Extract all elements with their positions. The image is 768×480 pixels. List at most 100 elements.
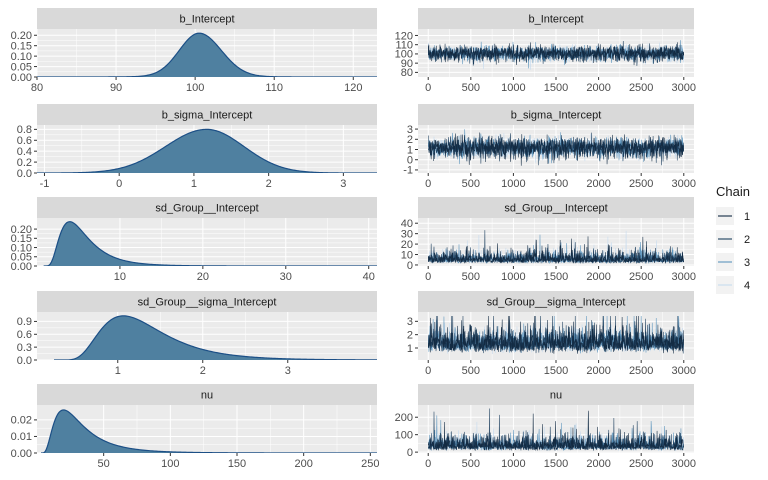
y-tick-label: 0.0: [17, 355, 32, 367]
x-tick-label: 0: [425, 178, 431, 190]
panel-density-b-sigma-intercept: b_sigma_Intercept -1 0 1 2 3 0.00.20.40.60.8: [17, 104, 377, 190]
density-area: [37, 33, 377, 77]
y-tick-label: 120: [395, 30, 413, 42]
x-tick-label: 1: [191, 178, 197, 190]
density-area: [54, 315, 377, 360]
x-tick-label: 150: [228, 458, 246, 470]
x-tick-label: 2000: [586, 178, 610, 190]
y-tick-label: 0.02: [11, 415, 32, 427]
x-tick-label: 2: [266, 178, 272, 190]
strip-title: sd_Group__sigma_Intercept: [487, 297, 626, 309]
x-tick-label: 3000: [672, 271, 696, 283]
y-tick-label: 0.05: [11, 252, 32, 264]
x-tick-label: 2: [200, 365, 206, 377]
x-tick-label: 500: [462, 458, 480, 470]
x-tick-label: 2500: [629, 271, 653, 283]
y-tick-label: 0.00: [11, 448, 32, 460]
strip-title: nu: [201, 390, 213, 402]
x-tick-label: 20: [197, 271, 209, 283]
strip: [37, 197, 377, 218]
strip-title: b_sigma_Intercept: [162, 110, 253, 122]
strip-title: b_Intercept: [179, 14, 234, 26]
x-tick-label: 2000: [586, 365, 610, 377]
y-tick-label: 100: [395, 429, 413, 441]
panel-trace-sd-group-intercept: sd_Group__Intercept 0 500 1000 1500 2000 2500 3…: [401, 197, 696, 283]
x-tick-label: 2500: [629, 82, 653, 94]
x-tick-label: 1000: [501, 271, 525, 283]
x-tick-label: 2500: [629, 178, 653, 190]
x-tick-label: 0: [425, 458, 431, 470]
legend-label: 2: [744, 234, 750, 246]
panel-density-nu: nu 50 100 150 200 250 0.00 0.01 0.02: [11, 384, 380, 470]
x-tick-label: 2000: [586, 82, 610, 94]
y-tick-label: 0.00: [11, 261, 32, 273]
legend: Chain 1 2 3 4: [716, 184, 750, 294]
panel-density-sd-group-sigma-intercept: sd_Group__sigma_Intercept 1 2 3 0.00.30.60.9: [17, 291, 377, 377]
legend-label: 3: [744, 257, 750, 269]
strip-title: sd_Group__Intercept: [155, 203, 258, 215]
x-tick-label: 1500: [544, 82, 568, 94]
strip-title: sd_Group__sigma_Intercept: [138, 297, 277, 309]
y-tick-label: 0.6: [17, 135, 32, 147]
y-tick-label: 0.20: [11, 224, 32, 236]
y-tick-label: 80: [401, 67, 413, 79]
legend-title: Chain: [716, 184, 750, 199]
x-tick-label: 0: [425, 365, 431, 377]
y-tick-label: 0.20: [11, 30, 32, 42]
y-tick-label: 0.2: [17, 157, 32, 169]
y-tick-label: 0.8: [17, 124, 32, 136]
trace-chain-1: [428, 236, 685, 264]
density-area: [37, 129, 377, 173]
strip: [418, 197, 694, 218]
x-tick-label: 40: [363, 271, 375, 283]
panel-trace-sd-group-sigma-intercept: sd_Group__sigma_Intercept 0 500 1000 1500 200…: [407, 291, 696, 377]
y-tick-label: 0.6: [17, 329, 32, 341]
strip-title: nu: [550, 390, 562, 402]
y-tick-label: 3: [407, 316, 413, 328]
trace-chain-2: [428, 132, 685, 166]
x-tick-label: 3: [285, 365, 291, 377]
x-tick-label: 50: [98, 458, 110, 470]
x-tick-label: 1000: [501, 365, 525, 377]
y-tick-label: 40: [401, 218, 413, 230]
y-tick-label: 100: [395, 49, 413, 61]
x-tick-label: 500: [462, 178, 480, 190]
strip: [418, 8, 694, 29]
x-tick-label: 250: [361, 458, 379, 470]
strip-title: b_sigma_Intercept: [511, 110, 602, 122]
y-tick-label: 0.05: [11, 61, 32, 73]
y-tick-label: 0.4: [17, 146, 32, 158]
y-tick-label: 10: [401, 249, 413, 261]
x-tick-label: 3000: [672, 365, 696, 377]
x-tick-label: 90: [110, 82, 122, 94]
trace-chain-1: [428, 315, 685, 354]
x-tick-label: 1500: [544, 271, 568, 283]
y-tick-label: 0.10: [11, 242, 32, 254]
strip-title: b_Intercept: [528, 14, 583, 26]
x-tick-label: 2000: [586, 271, 610, 283]
x-tick-label: 0: [425, 271, 431, 283]
density-curve: [41, 409, 377, 453]
x-tick-label: 1000: [501, 82, 525, 94]
x-tick-label: 0: [116, 178, 122, 190]
y-tick-label: 0.00: [11, 72, 32, 84]
x-tick-label: -1: [40, 178, 50, 190]
panel-trace-b-sigma-intercept: b_sigma_Intercept 0 500 1000 1500 2000 2500 300…: [403, 104, 696, 190]
trace-chain-1: [428, 42, 685, 66]
x-tick-label: 200: [294, 458, 312, 470]
panel-density-b-intercept: b_Intercept 80 90 100 110 120 0.000.050.100.15…: [11, 8, 377, 94]
y-tick-label: 110: [395, 39, 413, 51]
y-tick-label: 20: [401, 239, 413, 251]
y-tick-label: 0.01: [11, 431, 32, 443]
x-tick-label: 3000: [672, 458, 696, 470]
x-tick-label: 1500: [544, 365, 568, 377]
x-tick-label: 1000: [501, 178, 525, 190]
y-tick-label: 0.15: [11, 233, 32, 245]
density-curve: [43, 221, 377, 266]
x-tick-label: 1500: [544, 458, 568, 470]
x-tick-label: 3: [340, 178, 346, 190]
